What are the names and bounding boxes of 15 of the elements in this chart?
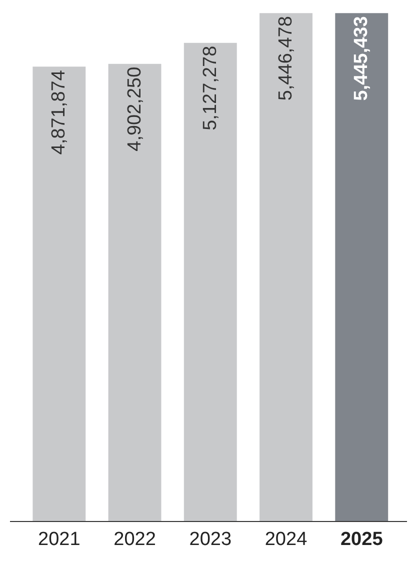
- data-label: 5,445,433: [351, 16, 372, 101]
- data-label: 4,902,250: [124, 66, 146, 152]
- bar: [184, 42, 237, 521]
- data-label: 4,871,874: [48, 70, 70, 155]
- data-label: 5,446,478: [276, 16, 297, 101]
- x-tick-label: 2024: [264, 528, 308, 550]
- x-tick-label: 2022: [114, 528, 156, 550]
- bar: [260, 13, 312, 521]
- bar: [108, 64, 162, 521]
- x-tick-label: 2021: [38, 528, 80, 550]
- x-tick-label: 2025: [340, 528, 384, 550]
- data-label: 5,127,278: [200, 46, 221, 130]
- bar: [335, 13, 388, 521]
- bar: [32, 66, 86, 521]
- x-tick-label: 2023: [189, 528, 232, 550]
